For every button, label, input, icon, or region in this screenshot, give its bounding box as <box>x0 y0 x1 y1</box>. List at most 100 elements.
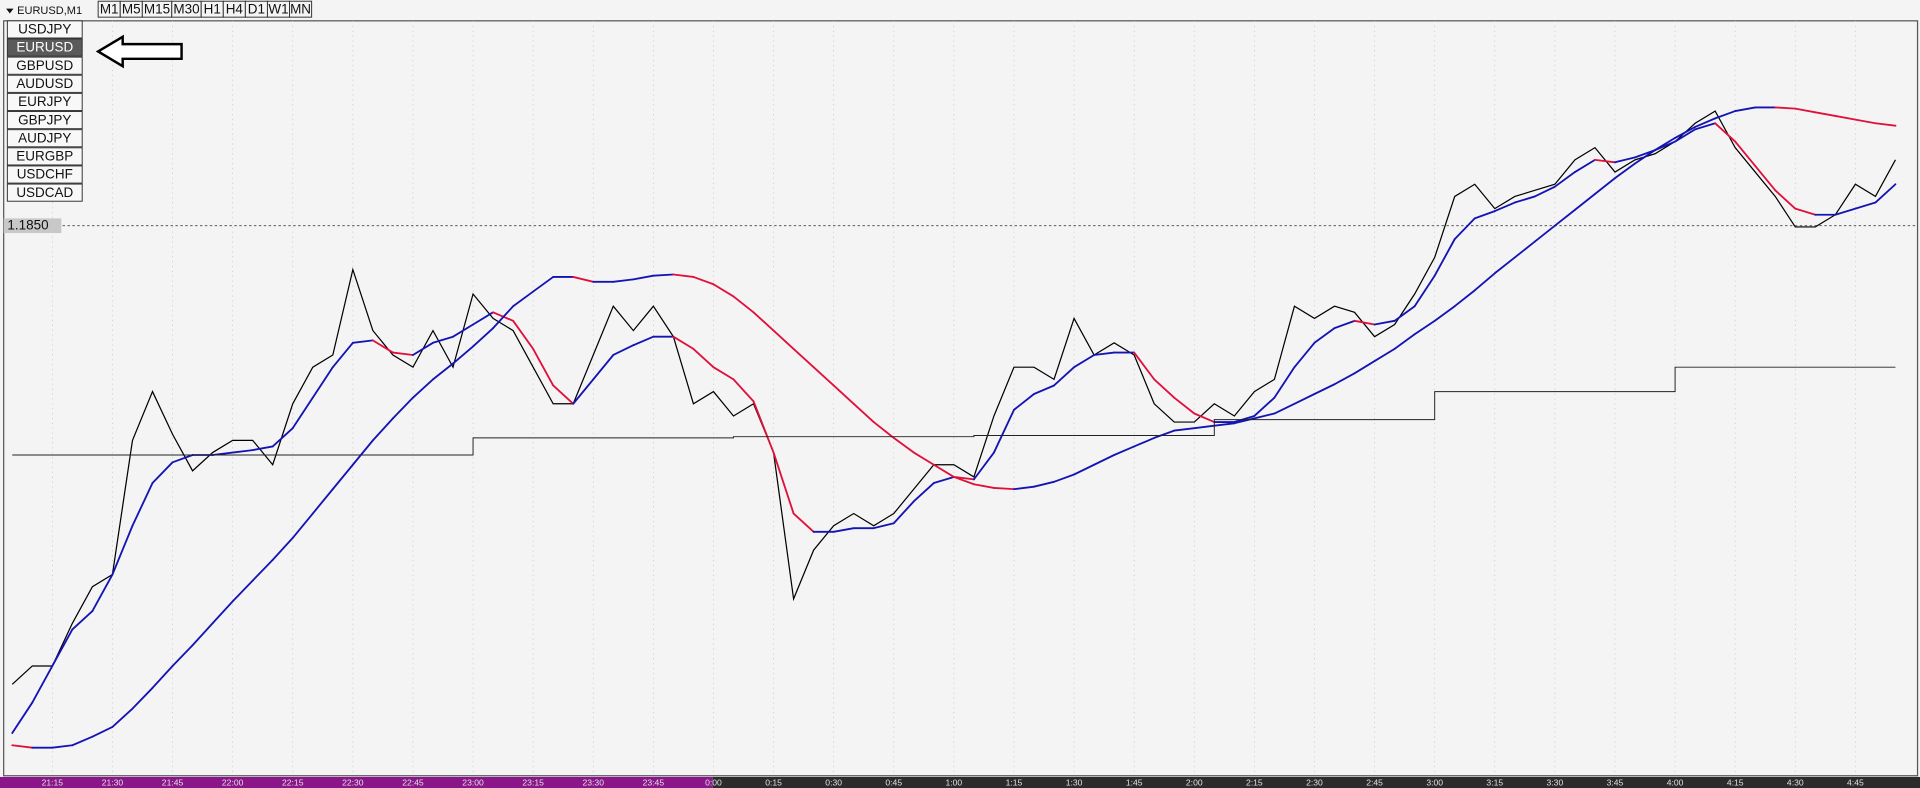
symbol-button[interactable] <box>6 147 83 166</box>
price-label-box <box>3 218 62 234</box>
timeframe-label[interactable]: D1 <box>248 1 265 16</box>
symbol-button[interactable] <box>6 74 83 93</box>
moving-average-segment <box>472 311 495 326</box>
moving-average-segment <box>1053 366 1075 387</box>
symbol-button[interactable] <box>6 20 83 39</box>
moving-average-segment <box>111 524 134 576</box>
moving-average-segment <box>1694 117 1717 128</box>
symbol-label[interactable]: GBPJPY <box>18 112 71 127</box>
moving-average-segment <box>572 276 595 283</box>
moving-average-segment <box>231 449 254 454</box>
moving-average-segment <box>1553 171 1576 188</box>
symbol-button[interactable] <box>6 129 83 148</box>
symbol-button[interactable] <box>6 38 83 57</box>
timeframe-label[interactable]: H1 <box>204 1 221 16</box>
symbol-label[interactable]: USDCHF <box>17 167 73 182</box>
timeframe-label[interactable]: M30 <box>173 1 199 16</box>
timeframe-label[interactable]: H4 <box>226 1 244 16</box>
symbol-button[interactable] <box>6 183 83 202</box>
symbol-label[interactable]: EURUSD <box>16 40 73 55</box>
moving-average-segment <box>652 273 675 277</box>
grid <box>3 20 1918 776</box>
moving-average-segment <box>331 463 354 491</box>
dropdown-icon[interactable] <box>6 8 14 14</box>
moving-average-segment <box>432 335 454 344</box>
moving-average-segment <box>1533 224 1556 243</box>
moving-average-segment <box>231 579 254 603</box>
moving-average-segment <box>852 402 875 423</box>
moving-average-segment <box>1093 351 1116 356</box>
moving-average-segment <box>351 339 374 344</box>
symbol-list: USDJPY EURUSD GBPUSD AUDUSD EURJPY GBPJPY AUDJ… <box>6 20 83 202</box>
moving-average-segment <box>972 451 995 481</box>
moving-average-segment <box>1273 366 1296 399</box>
moving-average-segment <box>1533 185 1556 198</box>
x-tick-label: 1:15 <box>1006 777 1023 787</box>
x-tick-label: 23:30 <box>583 777 605 787</box>
symbol-button[interactable] <box>6 56 83 75</box>
symbol-label[interactable]: USDCAD <box>16 185 73 200</box>
moving-average-segment <box>351 439 374 466</box>
x-tick-label: 4:15 <box>1727 777 1744 787</box>
moving-average-segment <box>91 726 114 738</box>
moving-average-segment <box>792 347 815 369</box>
session-bar <box>0 776 713 788</box>
symbol-button[interactable] <box>6 111 83 130</box>
moving-average-segment <box>932 463 955 478</box>
moving-average-segment <box>732 378 755 403</box>
symbol-button[interactable] <box>6 92 83 112</box>
moving-average-segment <box>1634 149 1656 165</box>
moving-average-segment <box>1273 402 1296 415</box>
moving-average-segment <box>291 512 314 539</box>
moving-average-segment <box>51 744 74 749</box>
price-line <box>11 110 1897 685</box>
timeframe-label[interactable]: MN <box>290 1 311 16</box>
moving-average-segment <box>1353 360 1376 375</box>
moving-average-segment <box>892 500 915 525</box>
moving-average-segment <box>952 476 975 486</box>
symbol-label[interactable]: USDJPY <box>18 22 71 37</box>
x-tick-label: 3:15 <box>1486 777 1503 787</box>
moving-average-segment <box>993 487 1015 491</box>
moving-average-segment <box>1453 217 1476 241</box>
x-tick-label: 4:45 <box>1847 777 1864 787</box>
moving-average-segment <box>1493 256 1516 275</box>
symbol-button[interactable] <box>6 165 83 184</box>
symbol-label[interactable]: AUDJPY <box>18 130 71 145</box>
moving-average-segment <box>1453 289 1476 308</box>
timeframe-label[interactable]: W1 <box>268 1 288 16</box>
symbol-label[interactable]: AUDUSD <box>16 76 73 91</box>
plot-frame <box>3 20 1919 777</box>
timeframe-label[interactable]: M5 <box>122 1 141 16</box>
x-tick-label: 3:00 <box>1426 777 1443 787</box>
moving-average-segment <box>1774 106 1797 110</box>
moving-average-segment <box>371 339 394 354</box>
moving-average-segment <box>171 644 194 667</box>
moving-average-segment <box>1553 208 1576 227</box>
moving-average-segment <box>692 347 715 369</box>
timeframe-button[interactable] <box>289 0 313 18</box>
symbol-header[interactable]: EURUSD,M1 <box>17 5 82 17</box>
moving-average-segment <box>311 488 334 515</box>
moving-average-segment <box>1393 333 1416 350</box>
moving-average-segment <box>1814 111 1837 117</box>
timeframe-label[interactable]: M1 <box>100 1 119 16</box>
moving-average-segment <box>512 319 535 350</box>
moving-average-segment <box>552 384 575 405</box>
moving-average-segment <box>872 421 895 439</box>
x-tick-label: 2:00 <box>1186 777 1203 787</box>
timeframe-label[interactable]: M15 <box>144 1 170 16</box>
symbol-label[interactable]: EURGBP <box>16 149 73 164</box>
x-tick-label: 0:30 <box>825 777 842 787</box>
symbol-label[interactable]: EURJPY <box>18 94 71 109</box>
symbol-label[interactable]: GBPUSD <box>16 58 73 73</box>
moving-average-segment <box>472 327 495 348</box>
moving-average-segment <box>151 461 174 484</box>
moving-average-segment <box>1253 412 1276 420</box>
moving-average-segment <box>1694 122 1717 131</box>
moving-average-segment <box>632 274 655 281</box>
moving-average-segment <box>1614 162 1636 180</box>
moving-average-segment <box>672 273 695 278</box>
x-tick-label: 2:30 <box>1306 777 1323 787</box>
moving-average-segment <box>1794 207 1817 216</box>
